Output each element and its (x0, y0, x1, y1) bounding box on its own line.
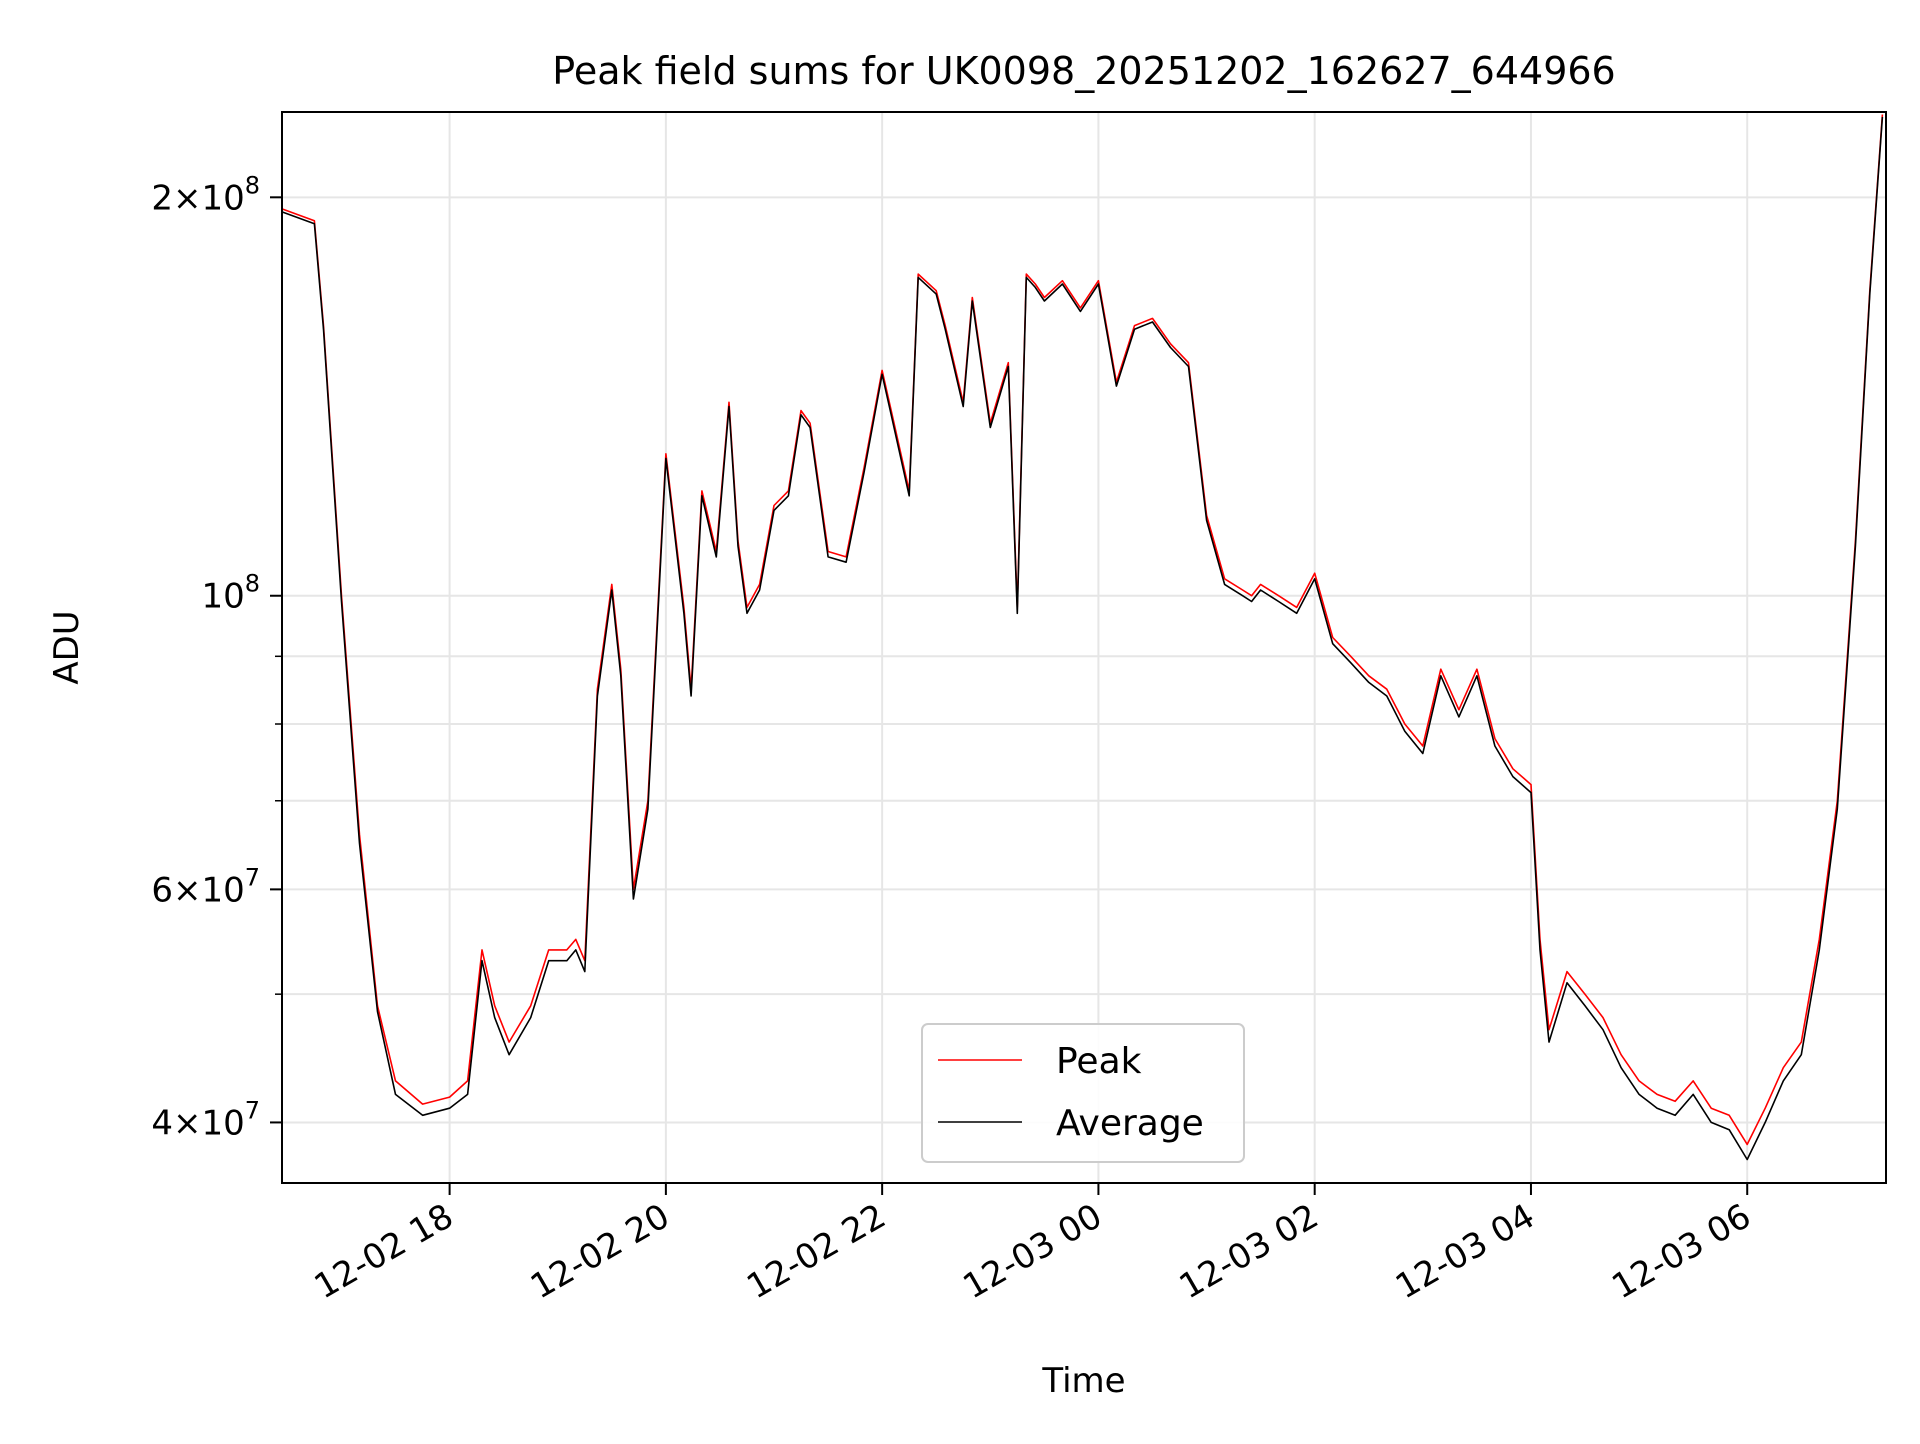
y-tick-exponent: 7 (245, 1096, 260, 1124)
x-tick-label: 12-03 04 (1389, 1196, 1541, 1307)
x-tick-label: 12-02 20 (524, 1196, 676, 1307)
chart-title: Peak field sums for UK0098_20251202_1626… (552, 49, 1615, 93)
y-tick-label: 4×107 (151, 1096, 260, 1143)
y-tick-exponent: 7 (245, 863, 260, 891)
data-layer (281, 114, 1884, 1161)
y-tick-exponent: 8 (245, 570, 260, 598)
plot-frame (281, 111, 1887, 1184)
legend: Peak Average (921, 1023, 1245, 1163)
y-tick-label: 2×108 (151, 171, 260, 218)
legend-label-peak: Peak (1056, 1041, 1142, 1082)
legend-box (921, 1023, 1245, 1163)
x-tick-label: 12-03 00 (957, 1196, 1109, 1307)
x-axis-label: Time (1041, 1361, 1125, 1401)
y-axis-label: ADU (47, 610, 87, 684)
legend-label-average: Average (1056, 1103, 1204, 1144)
y-tick-exponent: 8 (245, 171, 260, 199)
series-line-peak (281, 114, 1884, 1146)
x-tick-label: 12-03 06 (1605, 1196, 1757, 1307)
series-line-average (281, 116, 1884, 1161)
x-tick-label: 12-02 18 (308, 1196, 460, 1307)
y-tick-label: 6×107 (151, 863, 260, 910)
x-tick-label: 12-02 22 (740, 1196, 892, 1307)
grid-layer (282, 112, 1886, 1183)
x-tick-label: 12-03 02 (1173, 1196, 1325, 1307)
y-tick-label: 108 (201, 570, 260, 617)
